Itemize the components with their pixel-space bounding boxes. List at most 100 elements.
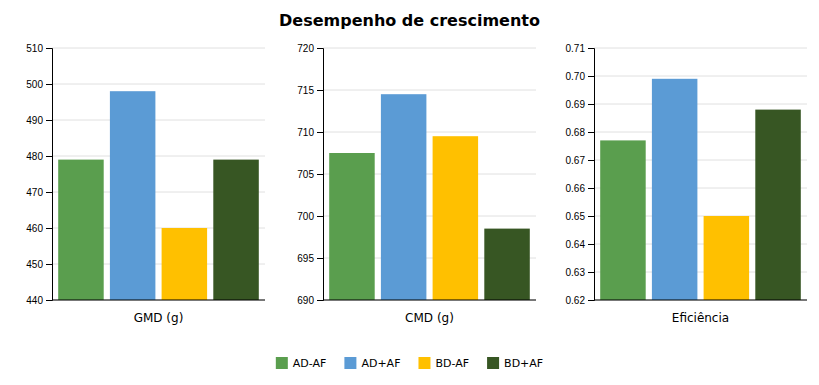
legend-label: AD+AF: [361, 357, 400, 370]
bar: [652, 79, 697, 300]
tick-label: 720: [297, 43, 314, 54]
tick-mark: [46, 84, 52, 85]
tick-mark: [588, 104, 594, 105]
tick: 440: [26, 295, 52, 306]
tick: 470: [26, 187, 52, 198]
bar: [213, 160, 258, 300]
tick: 0.68: [566, 127, 594, 138]
tick-mark: [588, 300, 594, 301]
tick-mark: [588, 48, 594, 49]
tick: 690: [297, 295, 323, 306]
tick-label: 715: [297, 85, 314, 96]
tick-mark: [317, 48, 323, 49]
y-axis-line: [46, 49, 53, 301]
tick: 695: [297, 253, 323, 264]
chart: Desempenho de crescimento440450460470480…: [0, 0, 819, 385]
panel: 440450460470480490500510GMD (g): [26, 43, 265, 385]
grid-line: [594, 104, 807, 105]
grid-line: [594, 300, 807, 301]
tick: 0.62: [566, 295, 594, 306]
legend-label: BD+AF: [504, 357, 543, 370]
tick-mark: [317, 132, 323, 133]
x-axis-line: [594, 300, 807, 301]
tick-mark: [317, 90, 323, 91]
tick-mark: [588, 160, 594, 161]
tick-label: 0.68: [566, 127, 586, 138]
title: Desempenho de crescimento: [279, 11, 540, 30]
tick: 0.66: [566, 183, 594, 194]
legend-label: BD-AF: [435, 357, 469, 370]
tick-label: 490: [26, 115, 43, 126]
tick-mark: [317, 216, 323, 217]
grid-line: [323, 132, 536, 133]
y-axis-line: [588, 49, 595, 301]
tick: 0.67: [566, 155, 594, 166]
tick-label: 705: [297, 169, 314, 180]
y-axis: 0.620.630.640.650.660.670.680.690.700.71: [566, 43, 595, 306]
panel: 0.620.630.640.650.660.670.680.690.700.71…: [566, 43, 807, 385]
grid-line: [323, 48, 536, 49]
bar: [484, 229, 529, 300]
tick-label: 480: [26, 151, 43, 162]
tick-mark: [46, 120, 52, 121]
tick: 0.64: [566, 239, 594, 250]
tick: 480: [26, 151, 52, 162]
tick-label: 0.66: [566, 183, 586, 194]
legend-label: AD-AF: [293, 357, 327, 370]
x-axis-title: Eficiência: [672, 311, 729, 325]
tick-mark: [588, 216, 594, 217]
grid-line: [594, 76, 807, 77]
x-axis-title: CMD (g): [405, 311, 454, 325]
bar: [381, 94, 426, 300]
panel: 690 695 700 705 710 715 720 CMD (g): [297, 43, 536, 385]
bars: [600, 79, 801, 300]
tick-label: 0.65: [566, 211, 586, 222]
tick: 450: [26, 259, 52, 270]
tick-mark: [46, 192, 52, 193]
legend-swatch: [276, 357, 288, 369]
tick: 720: [297, 43, 323, 54]
grid-line: [52, 300, 265, 301]
grid-line: [52, 156, 265, 157]
tick-label: 0.70: [566, 71, 586, 82]
legend-swatch: [487, 357, 499, 369]
tick-label: 0.64: [566, 239, 586, 250]
tick-mark: [317, 258, 323, 259]
tick-mark: [588, 188, 594, 189]
grid-line: [323, 90, 536, 91]
tick: 490: [26, 115, 52, 126]
tick-mark: [588, 132, 594, 133]
tick: 700: [297, 211, 323, 222]
tick: 705: [297, 169, 323, 180]
tick-label: 0.62: [566, 295, 586, 306]
tick-label: 0.69: [566, 99, 586, 110]
grid-line: [52, 84, 265, 85]
tick-mark: [588, 244, 594, 245]
bar: [162, 228, 207, 300]
legend-swatch: [344, 357, 356, 369]
grid-line: [52, 48, 265, 49]
tick-label: 710: [297, 127, 314, 138]
tick-mark: [46, 264, 52, 265]
y-axis-line: [317, 49, 324, 301]
tick: 510: [26, 43, 52, 54]
legend: AD-AF AD+AF BD-AF BD+AF: [276, 357, 543, 370]
grid-line: [52, 120, 265, 121]
tick-mark: [46, 156, 52, 157]
bar: [433, 136, 478, 300]
legend-item: BD-AF: [418, 357, 469, 370]
y-axis: 440450460470480490500510: [26, 43, 52, 306]
tick: 500: [26, 79, 52, 90]
tick-mark: [317, 300, 323, 301]
tick-label: 0.63: [566, 267, 586, 278]
tick: 715: [297, 85, 323, 96]
x-axis-title: GMD (g): [134, 311, 184, 325]
bar: [329, 153, 374, 300]
tick-label: 440: [26, 295, 43, 306]
grid-line: [323, 300, 536, 301]
bar: [755, 110, 800, 300]
tick-label: 0.67: [566, 155, 586, 166]
bar: [704, 216, 749, 300]
tick-label: 470: [26, 187, 43, 198]
tick: 0.70: [566, 71, 594, 82]
